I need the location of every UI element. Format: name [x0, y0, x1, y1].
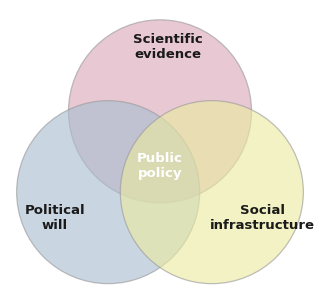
Circle shape [17, 101, 200, 284]
Text: Public
policy: Public policy [137, 152, 183, 180]
Text: Social
infrastructure: Social infrastructure [210, 204, 315, 232]
Text: Political
will: Political will [24, 204, 85, 232]
Text: Scientific
evidence: Scientific evidence [133, 33, 203, 61]
Circle shape [120, 101, 303, 284]
Circle shape [68, 20, 252, 203]
